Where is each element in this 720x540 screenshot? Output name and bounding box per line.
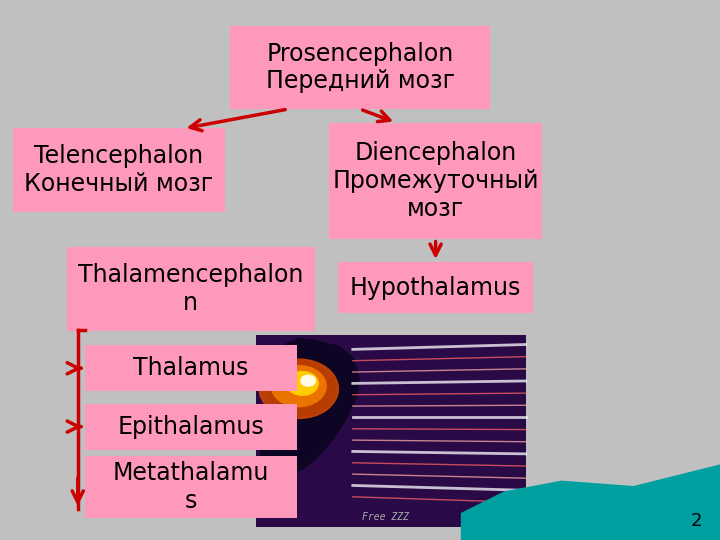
FancyBboxPatch shape — [85, 404, 297, 449]
FancyBboxPatch shape — [67, 247, 315, 330]
FancyBboxPatch shape — [85, 346, 297, 391]
Polygon shape — [259, 338, 360, 475]
Polygon shape — [461, 464, 720, 540]
FancyBboxPatch shape — [13, 128, 225, 212]
Text: Telencephalon
Конечный мозг: Telencephalon Конечный мозг — [24, 144, 213, 196]
FancyBboxPatch shape — [330, 123, 541, 239]
Text: 2: 2 — [690, 512, 702, 530]
Text: Diencephalon
Промежуточный
мозг: Diencephalon Промежуточный мозг — [333, 141, 539, 221]
Circle shape — [259, 359, 338, 418]
Text: Epithalamus: Epithalamus — [117, 415, 264, 438]
Text: Metathalamu
s: Metathalamu s — [112, 461, 269, 513]
FancyBboxPatch shape — [230, 25, 490, 109]
FancyBboxPatch shape — [256, 335, 526, 526]
FancyBboxPatch shape — [256, 335, 526, 526]
Text: Free ZZZ: Free ZZZ — [361, 512, 409, 522]
Text: Thalamencephalon
n: Thalamencephalon n — [78, 263, 304, 315]
FancyBboxPatch shape — [338, 262, 533, 313]
Circle shape — [301, 375, 315, 386]
FancyBboxPatch shape — [85, 456, 297, 518]
Circle shape — [287, 372, 318, 395]
Circle shape — [271, 366, 326, 407]
Text: Thalamus: Thalamus — [133, 356, 248, 380]
Text: Hypothalamus: Hypothalamus — [350, 276, 521, 300]
Text: Prosencephalon
Передний мозг: Prosencephalon Передний мозг — [266, 42, 454, 93]
